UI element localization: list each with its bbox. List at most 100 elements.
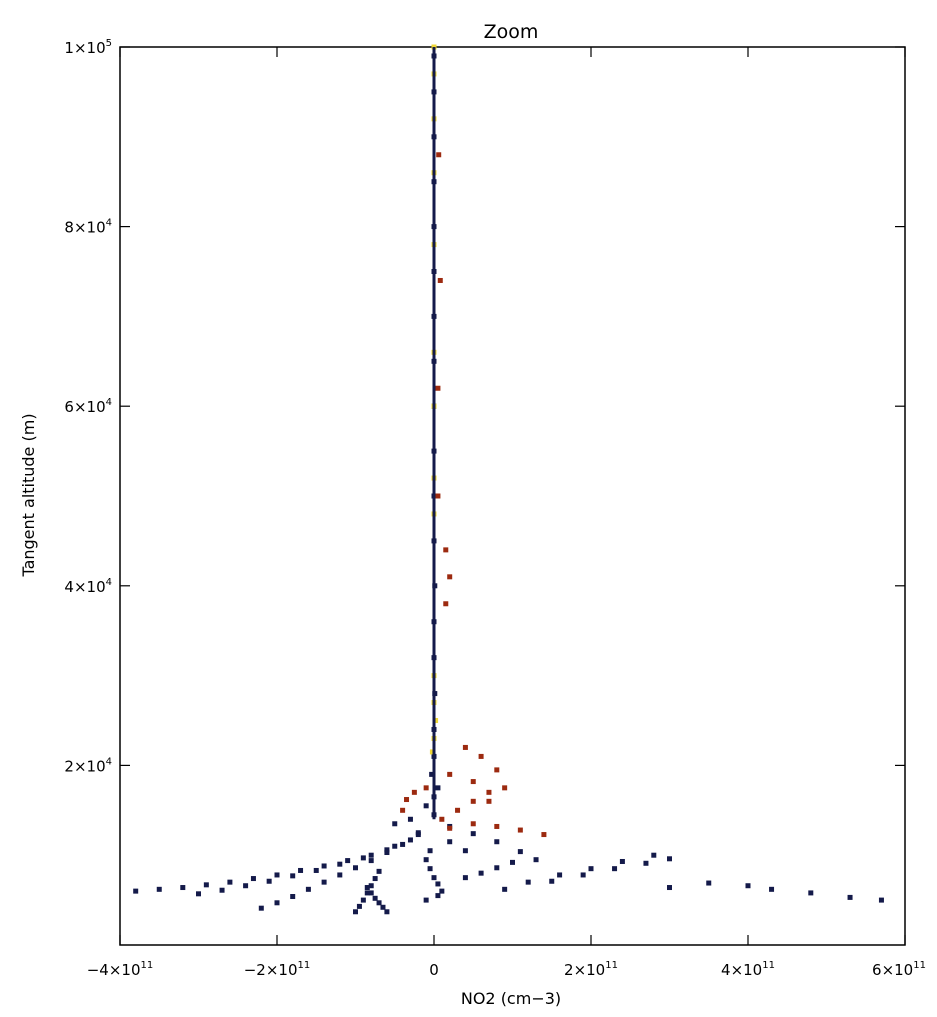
data-point (533, 857, 539, 863)
data-point (411, 789, 417, 795)
data-points (133, 44, 884, 915)
data-point (196, 891, 201, 897)
data-point (345, 858, 351, 864)
data-point (376, 900, 382, 906)
data-point (400, 807, 406, 813)
data-point (321, 879, 327, 885)
y-axis-title: Tangent altitude (m) (19, 413, 38, 577)
data-point (443, 547, 449, 553)
data-point (431, 875, 437, 881)
data-point (360, 897, 366, 903)
y-tick-label: 8×104 (64, 218, 112, 237)
data-point (808, 890, 814, 896)
data-point (368, 858, 374, 864)
data-point (443, 601, 449, 607)
data-point (427, 866, 433, 872)
chart-title: Zoom (484, 21, 539, 43)
data-point (447, 825, 453, 831)
data-point (274, 900, 280, 906)
data-point (706, 880, 712, 886)
data-point (455, 807, 461, 813)
data-point (400, 841, 406, 847)
data-point (392, 821, 398, 827)
data-point (502, 785, 508, 791)
axis-ticks: −4×1011 −2×1011 0 2×1011 4×1011 6×1011 2×104 4×… (64, 38, 926, 979)
data-point (549, 878, 555, 884)
data-point (435, 881, 441, 887)
data-point (404, 797, 410, 803)
x-tick-label: −2×1011 (244, 960, 311, 979)
data-point (429, 749, 435, 755)
y-tick-label: 2×104 (64, 756, 112, 775)
data-point (462, 848, 468, 854)
data-point (353, 865, 358, 871)
data-point (407, 816, 413, 822)
data-point (745, 883, 751, 889)
plot-frame (119, 46, 906, 946)
data-point (372, 876, 378, 882)
data-point (368, 852, 374, 858)
x-tick-label: −4×1011 (87, 960, 154, 979)
y-tick-label: 1×105 (64, 38, 112, 57)
data-point (156, 886, 162, 892)
x-tick-label: 6×1011 (872, 960, 926, 979)
data-point (435, 493, 441, 499)
data-point (478, 753, 484, 759)
y-tick-label: 4×104 (64, 577, 112, 596)
data-point (353, 909, 358, 915)
data-point (433, 718, 439, 723)
data-point (486, 789, 492, 795)
data-point (494, 865, 500, 871)
data-point (364, 885, 370, 891)
data-point (847, 894, 853, 900)
data-point (133, 888, 139, 894)
data-point (470, 798, 476, 804)
data-point (541, 832, 547, 838)
data-point (447, 771, 453, 777)
data-point (392, 843, 398, 849)
data-point (203, 882, 209, 888)
x-axis-title: NO2 (cm−3) (461, 989, 561, 1008)
data-point (313, 867, 319, 873)
data-point (180, 885, 186, 891)
data-point (612, 866, 618, 872)
data-point (227, 879, 233, 885)
data-point (470, 779, 476, 785)
data-point (643, 860, 649, 866)
data-point (423, 803, 429, 809)
data-point (219, 887, 225, 893)
data-point (478, 870, 484, 876)
data-point (305, 886, 311, 892)
data-point (667, 885, 672, 891)
data-point (423, 785, 429, 791)
data-point (439, 888, 445, 894)
data-point (447, 839, 453, 845)
data-point (290, 894, 296, 900)
data-point (517, 827, 523, 833)
y-tick-label: 6×104 (64, 397, 112, 416)
data-point (580, 872, 586, 878)
data-point (427, 848, 433, 854)
data-point (384, 850, 390, 856)
data-point (360, 855, 366, 861)
data-point (470, 821, 476, 827)
data-point (667, 856, 672, 862)
data-point (525, 879, 531, 885)
data-point (462, 744, 468, 750)
data-point (415, 832, 421, 838)
data-point (557, 872, 563, 878)
data-point (651, 852, 657, 858)
data-point (494, 839, 500, 845)
data-point (368, 890, 374, 896)
data-point (337, 872, 343, 878)
data-point (376, 868, 382, 874)
data-point (494, 823, 500, 829)
data-point (517, 849, 523, 855)
x-tick-label: 4×1011 (721, 960, 775, 979)
data-point (470, 831, 476, 837)
data-point (258, 905, 264, 911)
data-point (502, 886, 508, 892)
data-point (437, 277, 443, 283)
data-point (423, 857, 429, 863)
